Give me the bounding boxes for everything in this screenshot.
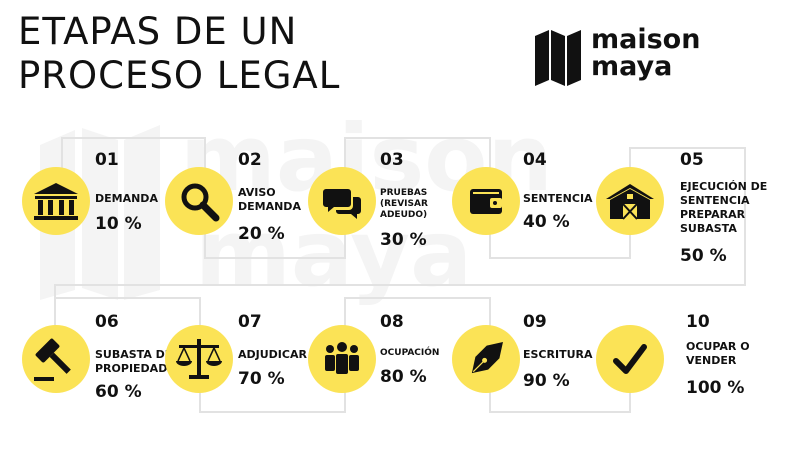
chat-bubbles-icon [308, 167, 376, 235]
logo-text: maison maya [591, 26, 700, 80]
courthouse-icon [22, 167, 90, 235]
people-icon [308, 325, 376, 393]
title-line-2: PROCESO LEGAL [18, 54, 341, 97]
step-number: 05 [680, 150, 704, 170]
brand-logo: maison maya [535, 26, 735, 86]
step-label: OCUPACIÓN [380, 348, 440, 358]
step-label: EJECUCIÓN DE SENTENCIA PREPARAR SUBASTA [680, 180, 768, 235]
step-percent: 90 % [523, 371, 570, 391]
logo-line-2: maya [591, 51, 673, 82]
step-number: 02 [238, 150, 262, 170]
step-label: SUBASTA DE PROPIEDAD [95, 348, 173, 375]
logo-mark-icon [535, 30, 581, 86]
step-label: PRUEBAS (REVISAR ADEUDO) [380, 188, 428, 220]
page-title: ETAPAS DE UN PROCESO LEGAL [18, 10, 340, 98]
step-number: 03 [380, 150, 404, 170]
logo-line-1: maison [591, 24, 701, 55]
step-number: 06 [95, 312, 119, 332]
step-percent: 60 % [95, 382, 142, 402]
step-percent: 10 % [95, 214, 142, 234]
step-percent: 20 % [238, 224, 285, 244]
step-percent: 40 % [523, 212, 570, 232]
step-percent: 80 % [380, 367, 427, 387]
step-label: DEMANDA [95, 192, 158, 205]
step-percent: 30 % [380, 230, 427, 250]
step-percent: 70 % [238, 369, 285, 389]
scales-icon [165, 325, 233, 393]
step-number: 07 [238, 312, 262, 332]
step-percent: 100 % [686, 378, 745, 398]
step-label: ADJUDICAR [238, 348, 307, 361]
magnifier-icon [165, 167, 233, 235]
fountain-pen-icon [452, 325, 520, 393]
step-percent: 50 % [680, 246, 727, 266]
step-label: ESCRITURA [523, 348, 593, 361]
title-line-1: ETAPAS DE UN [18, 10, 298, 53]
step-number: 08 [380, 312, 404, 332]
step-number: 10 [686, 312, 710, 332]
barn-icon [596, 167, 664, 235]
step-number: 09 [523, 312, 547, 332]
step-number: 01 [95, 150, 119, 170]
checkmark-icon [596, 325, 664, 393]
gavel-icon [22, 325, 90, 393]
step-number: 04 [523, 150, 547, 170]
step-label: OCUPAR O VENDER [686, 340, 750, 367]
wallet-icon [452, 167, 520, 235]
step-label: SENTENCIA [523, 192, 593, 205]
step-label: AVISO DEMANDA [238, 186, 301, 213]
